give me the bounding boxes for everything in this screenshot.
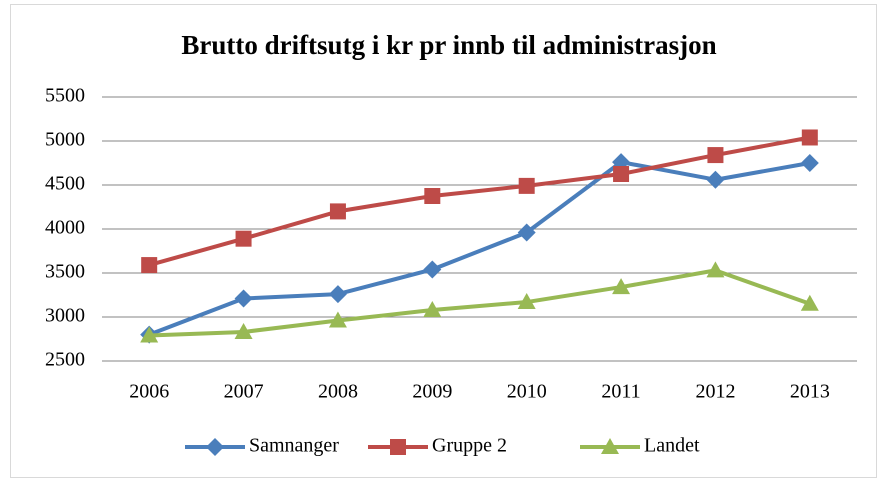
series-line: [149, 268, 811, 338]
legend-label: Gruppe 2: [432, 435, 507, 457]
legend-marker: [601, 438, 619, 454]
data-point: [235, 230, 252, 247]
series-line: [148, 135, 811, 268]
data-point: [613, 166, 630, 182]
legend-marker: [206, 438, 224, 456]
y-tick-label: 5500: [45, 85, 85, 107]
data-point: [423, 260, 442, 279]
x-tick-label: 2007: [224, 381, 264, 403]
x-tick-label: 2009: [412, 381, 452, 403]
data-point: [800, 294, 819, 311]
x-tick-label: 2011: [601, 381, 640, 403]
data-point: [141, 257, 158, 274]
data-point: [706, 261, 725, 278]
legend-marker: [390, 439, 406, 455]
data-point: [140, 326, 159, 343]
legend-label: Landet: [644, 435, 700, 457]
data-point: [801, 129, 818, 146]
y-tick-label: 3000: [45, 305, 85, 327]
data-point: [328, 285, 347, 304]
data-point: [329, 203, 346, 220]
legend-label: Samnanger: [249, 435, 339, 457]
y-tick-label: 5000: [45, 129, 85, 151]
data-point: [707, 147, 724, 164]
y-tick-label: 2500: [45, 349, 85, 371]
data-point: [706, 170, 725, 189]
y-tick-label: 3500: [45, 261, 85, 283]
chart-frame: [10, 4, 877, 478]
data-point: [517, 223, 536, 242]
y-tick-label: 4500: [45, 173, 85, 195]
chart-title: Brutto driftsutg i kr pr innb til admini…: [181, 30, 716, 60]
x-tick-label: 2013: [790, 381, 830, 403]
data-point: [234, 322, 253, 339]
data-point: [612, 278, 631, 295]
x-tick-label: 2008: [318, 381, 358, 403]
data-point: [423, 300, 442, 317]
x-tick-label: 2012: [695, 381, 735, 403]
x-tick-label: 2006: [129, 381, 169, 403]
series-line: [148, 160, 811, 337]
data-point: [800, 154, 819, 172]
data-point: [517, 293, 536, 310]
y-tick-label: 4000: [45, 217, 85, 239]
data-point: [424, 188, 441, 204]
data-point: [518, 177, 535, 194]
data-point: [328, 311, 347, 328]
data-point: [234, 289, 253, 308]
x-tick-label: 2010: [507, 381, 547, 403]
